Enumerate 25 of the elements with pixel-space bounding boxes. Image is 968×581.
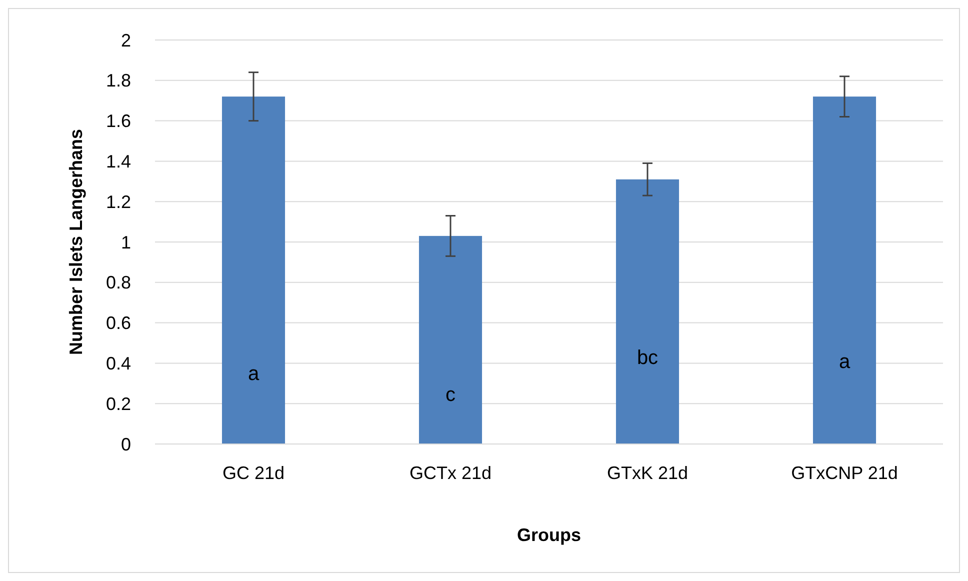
x-tick-label: GTxCNP 21d xyxy=(791,463,898,483)
x-tick-label: GCTx 21d xyxy=(409,463,492,483)
y-tick-label: 1.2 xyxy=(106,192,131,212)
x-axis-title: Groups xyxy=(516,525,582,545)
annotation: bc xyxy=(636,347,658,369)
annotation: a xyxy=(248,363,260,385)
annotation: c xyxy=(446,384,456,406)
y-tick-label: 0.8 xyxy=(106,272,131,293)
y-tick-label: 2 xyxy=(120,30,131,50)
x-tick-label: GC 21d xyxy=(222,463,285,483)
bar xyxy=(418,236,482,444)
y-axis-title: Number Islets Langerhans xyxy=(66,128,86,356)
y-tick-label: 0.2 xyxy=(106,394,131,414)
y-tick-label: 0.4 xyxy=(106,354,131,374)
y-tick-label: 0.6 xyxy=(106,313,131,334)
x-tick-label: GTxK 21d xyxy=(606,463,688,483)
y-tick-label: 1 xyxy=(120,232,131,252)
y-tick-label: 1.8 xyxy=(106,70,131,91)
y-tick-label: 0 xyxy=(120,434,131,454)
bar xyxy=(812,96,876,444)
bar xyxy=(616,179,680,444)
bar xyxy=(222,96,286,444)
y-tick-label: 1.6 xyxy=(106,111,131,132)
y-tick-label: 1.4 xyxy=(106,152,131,172)
annotation: a xyxy=(838,351,851,373)
